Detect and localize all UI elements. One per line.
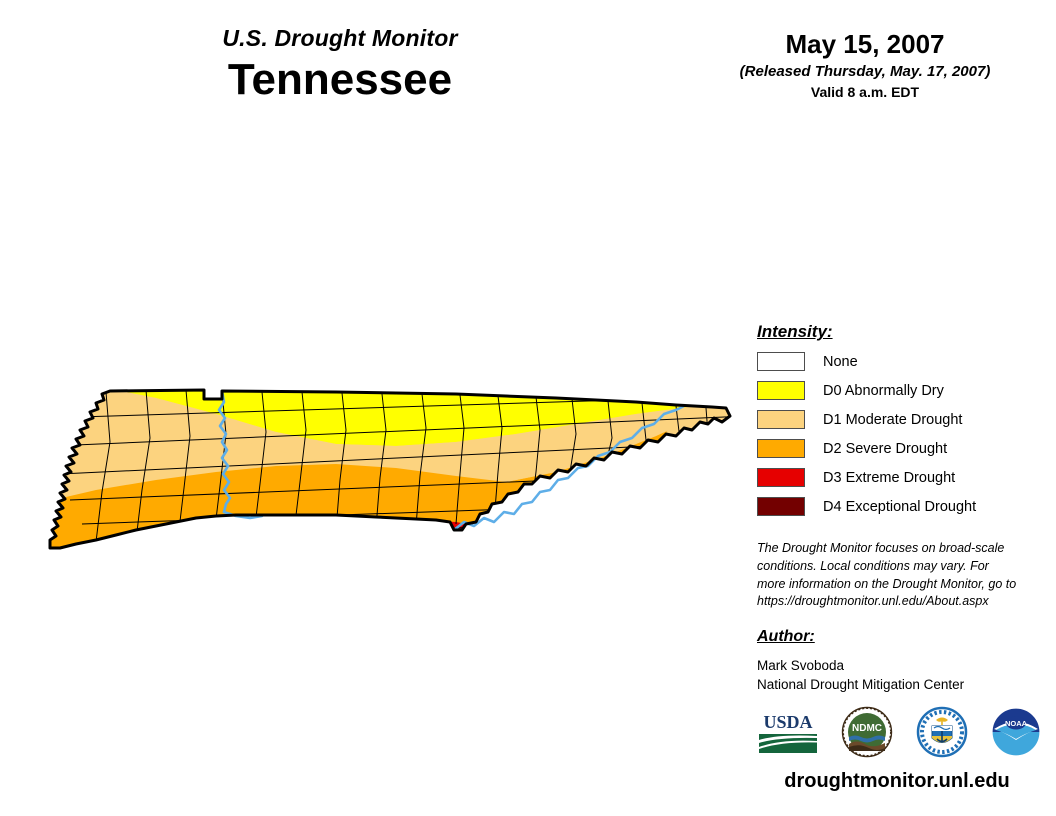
legend-title: Intensity: — [757, 322, 833, 341]
valid-time: Valid 8 a.m. EDT — [810, 83, 920, 100]
river-kentucky-lake — [217, 389, 232, 514]
region-D1-upper-edge — [50, 390, 730, 468]
author-title: Author: — [757, 628, 815, 645]
legend-label-none: None — [823, 353, 858, 370]
legend-swatch-d3 — [757, 468, 805, 487]
state-title: Tennessee — [227, 55, 453, 105]
state-outline — [48, 388, 732, 550]
noaa-logo: NOAA — [990, 706, 1042, 763]
map-date: May 15, 2007 — [785, 29, 945, 59]
website-url: droughtmonitor.unl.edu — [784, 770, 1010, 792]
region-D3 — [246, 520, 516, 548]
agency-logos: USDA NDMC — [757, 704, 1042, 764]
page-title: U.S. Drought Monitor — [222, 25, 458, 51]
legend-label-d2: D2 Severe Drought — [823, 440, 948, 457]
legend-item-none: None — [757, 351, 1037, 372]
title-block: U.S. Drought Monitor Tennessee — [150, 25, 530, 106]
ndmc-logo: NDMC — [841, 706, 893, 763]
legend-label-d1: D1 Moderate Drought — [823, 411, 963, 428]
legend-item-d3: D3 Extreme Drought — [757, 467, 1037, 488]
river-east-valley — [452, 404, 686, 532]
tennessee-drought-map — [36, 372, 748, 572]
legend-swatch-d0 — [757, 381, 805, 400]
disclaimer-text: The Drought Monitor focuses on broad-sca… — [757, 541, 1017, 609]
svg-text:NOAA: NOAA — [1005, 719, 1028, 728]
legend-item-d1: D1 Moderate Drought — [757, 409, 1037, 430]
release-date: (Released Thursday, May. 17, 2007) — [739, 62, 991, 80]
legend-item-d0: D0 Abnormally Dry — [757, 380, 1037, 401]
usdc-seal-logo — [916, 706, 968, 763]
author-organization: National Drought Mitigation Center — [757, 676, 965, 692]
svg-text:NDMC: NDMC — [852, 723, 882, 734]
legend-item-d4: D4 Exceptional Drought — [757, 496, 1037, 517]
usda-logo: USDA — [757, 708, 819, 760]
legend: Intensity: None D0 Abnormally Dry D1 Mod… — [757, 322, 1037, 525]
legend-swatch-none — [757, 352, 805, 371]
legend-swatch-d1 — [757, 410, 805, 429]
author-block: Author: Mark Svoboda National Drought Mi… — [757, 628, 1037, 694]
author-name: Mark Svoboda — [757, 658, 845, 673]
legend-swatch-d4 — [757, 497, 805, 516]
svg-text:USDA: USDA — [763, 712, 812, 732]
date-block: May 15, 2007 (Released Thursday, May. 17… — [700, 29, 1030, 101]
legend-item-d2: D2 Severe Drought — [757, 438, 1037, 459]
legend-label-d0: D0 Abnormally Dry — [823, 382, 944, 399]
legend-label-d4: D4 Exceptional Drought — [823, 498, 977, 515]
legend-swatch-d2 — [757, 439, 805, 458]
legend-label-d3: D3 Extreme Drought — [823, 469, 956, 486]
